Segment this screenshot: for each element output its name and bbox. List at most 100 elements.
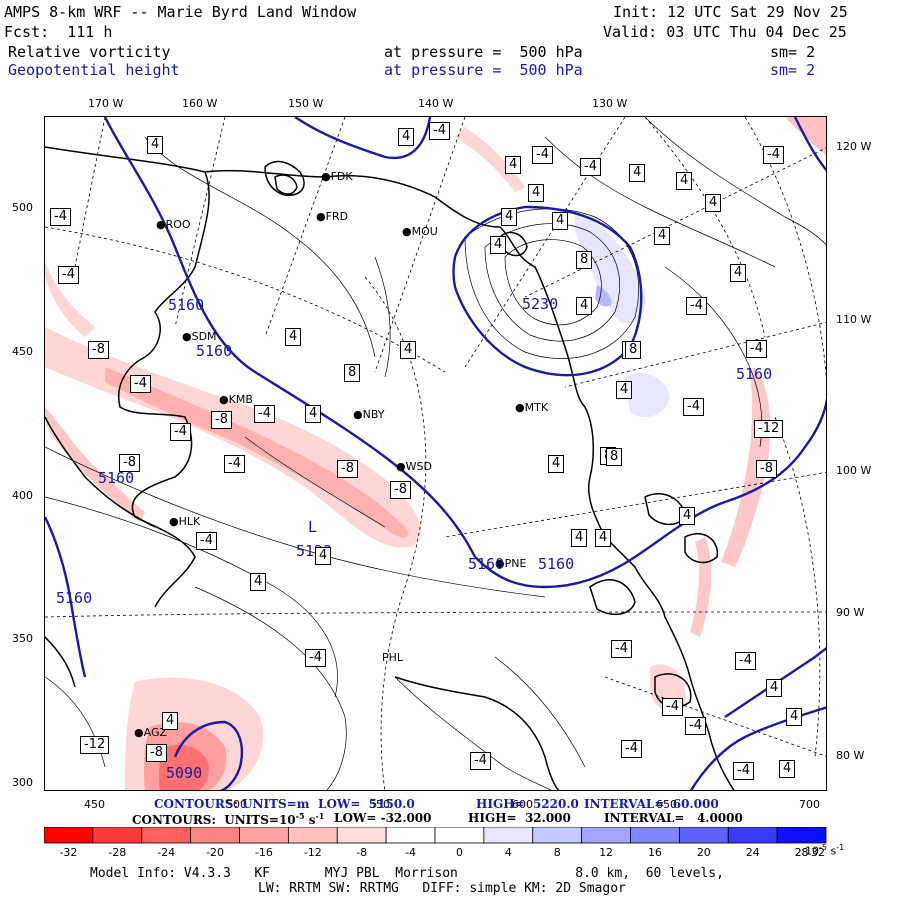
colorbar-label: 16 xyxy=(647,846,662,859)
vorticity-label-box: -4 xyxy=(621,740,642,758)
vorticity-label-box: -4 xyxy=(470,752,491,770)
left-tick-label: 300 xyxy=(12,776,33,789)
left-tick-label: 500 xyxy=(12,201,33,214)
physics-info: LW: RRTM SW: RRTMG DIFF: simple KM: 2D S… xyxy=(258,881,626,896)
colorbar-segment xyxy=(44,827,94,844)
coastline xyxy=(45,146,735,790)
station-wsd: ●WSD xyxy=(396,460,432,473)
vorticity-label-box: 4 xyxy=(779,760,796,778)
vorticity-label-box: 8 xyxy=(606,448,623,466)
station-agz: ●AGZ xyxy=(134,726,168,739)
vort-contour-high: HIGH= 32.000 xyxy=(468,811,571,825)
vorticity-label-box: 4 xyxy=(786,708,803,726)
colorbar-segment xyxy=(336,827,387,844)
vorticity-label-box: 4 xyxy=(147,136,164,154)
colorbar-segment xyxy=(239,827,289,844)
height-label: 5160 xyxy=(468,555,505,573)
vorticity-label-box: 4 xyxy=(552,212,569,230)
colorbar-label: -24 xyxy=(157,846,176,859)
vorticity-label-box: -8 xyxy=(756,460,777,478)
model-info: Model Info: V4.3.3 KF MYJ PBL Morrison 8… xyxy=(90,866,724,881)
station-kmb: ●KMB xyxy=(219,393,253,406)
vorticity-label-box: 4 xyxy=(595,529,612,547)
field2-level: at pressure = 500 hPa xyxy=(384,61,583,79)
colorbar-segment xyxy=(678,827,729,844)
bottom-tick-label: 550 xyxy=(369,798,390,811)
vorticity-label-box: 8 xyxy=(625,341,642,359)
vorticity-label-box: 4 xyxy=(528,184,545,202)
vorticity-label-box: -8 xyxy=(146,744,167,762)
vorticity-label-box: -8 xyxy=(390,481,411,499)
station-phl: PHL xyxy=(382,651,404,664)
vort-contour-units: CONTOURS: UNITS=10-5 s-1 xyxy=(132,811,325,827)
field1-smoothing: sm= 2 xyxy=(770,43,816,61)
vorticity-label-box: 8 xyxy=(344,364,361,382)
colorbar-label: 28 xyxy=(794,846,809,859)
colorbar-segment xyxy=(630,827,680,844)
vorticity-label-box: -8 xyxy=(88,341,109,359)
vort-contour-low: LOW= -32.000 xyxy=(334,811,432,825)
vorticity-label-box: -4 xyxy=(305,649,326,667)
station-hlk: ●HLK xyxy=(169,515,201,528)
colorbar-segment xyxy=(483,827,534,844)
vorticity-label-box: -4 xyxy=(746,340,767,358)
vorticity-label-box: 4 xyxy=(705,194,722,212)
vorticity-label-box: -12 xyxy=(80,736,110,754)
vorticity-label-box: 4 xyxy=(629,164,646,182)
top-tick-label: 150 W xyxy=(288,97,324,110)
vorticity-label-box: -4 xyxy=(130,375,151,393)
vorticity-label-box: 4 xyxy=(548,455,565,473)
colorbar-segment xyxy=(727,827,778,844)
colorbar-label: -20 xyxy=(206,846,225,859)
height-contour-low: LOW= 5150.0 xyxy=(318,797,415,811)
vorticity-label-box: -4 xyxy=(50,208,71,226)
vorticity-label-box: -4 xyxy=(686,297,707,315)
vorticity-label-box: 4 xyxy=(766,679,783,697)
height-label: 5230 xyxy=(522,295,559,313)
height-label: 5160 xyxy=(196,342,233,360)
station-sdm: ●SDM xyxy=(182,330,217,343)
vorticity-label-box: 4 xyxy=(315,547,332,565)
vorticity-label-box: -4 xyxy=(196,532,217,550)
vorticity-label-box: 4 xyxy=(654,227,671,245)
vorticity-label-box: -4 xyxy=(429,122,450,140)
vorticity-label-box: -4 xyxy=(662,698,683,716)
colorbar-segment xyxy=(190,827,240,844)
colorbar-label: -8 xyxy=(356,846,368,859)
field2-name: Geopotential height xyxy=(8,61,180,79)
colorbar-label: 0 xyxy=(455,846,463,859)
colorbar-segment xyxy=(287,827,338,844)
lat-lon-grid xyxy=(45,117,826,790)
forecast-hour: Fcst: 111 h xyxy=(4,23,113,41)
colorbar-label: -16 xyxy=(254,846,273,859)
left-tick-label: 350 xyxy=(12,632,33,645)
vorticity-label-box: 4 xyxy=(398,128,415,146)
colorbar-label: 12 xyxy=(599,846,614,859)
vorticity-label-box: -4 xyxy=(532,146,553,164)
colorbar-label: -4 xyxy=(405,846,417,859)
height-contour-interval: INTERVAL= 60.000 xyxy=(584,797,719,811)
left-tick-label: 400 xyxy=(12,489,33,502)
vorticity-label-box: 4 xyxy=(571,529,588,547)
right-tick-label: 120 W xyxy=(836,140,872,153)
vorticity-label-box: -4 xyxy=(58,266,79,284)
vorticity-label-box: -4 xyxy=(580,158,601,176)
field2-smoothing: sm= 2 xyxy=(770,61,816,79)
colorbar-label: 4 xyxy=(504,846,512,859)
vorticity-label-box: 4 xyxy=(679,507,696,525)
vorticity-label-box: 4 xyxy=(616,381,633,399)
vorticity-label-box: -4 xyxy=(683,398,704,416)
bottom-tick-label: 500 xyxy=(226,798,247,811)
vorticity-label-box: -4 xyxy=(254,405,275,423)
height-label: 5160 xyxy=(98,469,135,487)
bottom-tick-label: 600 xyxy=(512,798,533,811)
bottom-tick-label: 700 xyxy=(799,798,820,811)
vorticity-label-box: 8 xyxy=(576,251,593,269)
height-label: 5160 xyxy=(736,365,773,383)
colorbar-segment xyxy=(385,827,436,844)
colorbar-label: -28 xyxy=(108,846,127,859)
bottom-tick-label: 650 xyxy=(656,798,677,811)
top-tick-label: 140 W xyxy=(418,97,454,110)
right-tick-label: 110 W xyxy=(836,313,872,326)
station-roo: ●ROO xyxy=(156,218,191,231)
